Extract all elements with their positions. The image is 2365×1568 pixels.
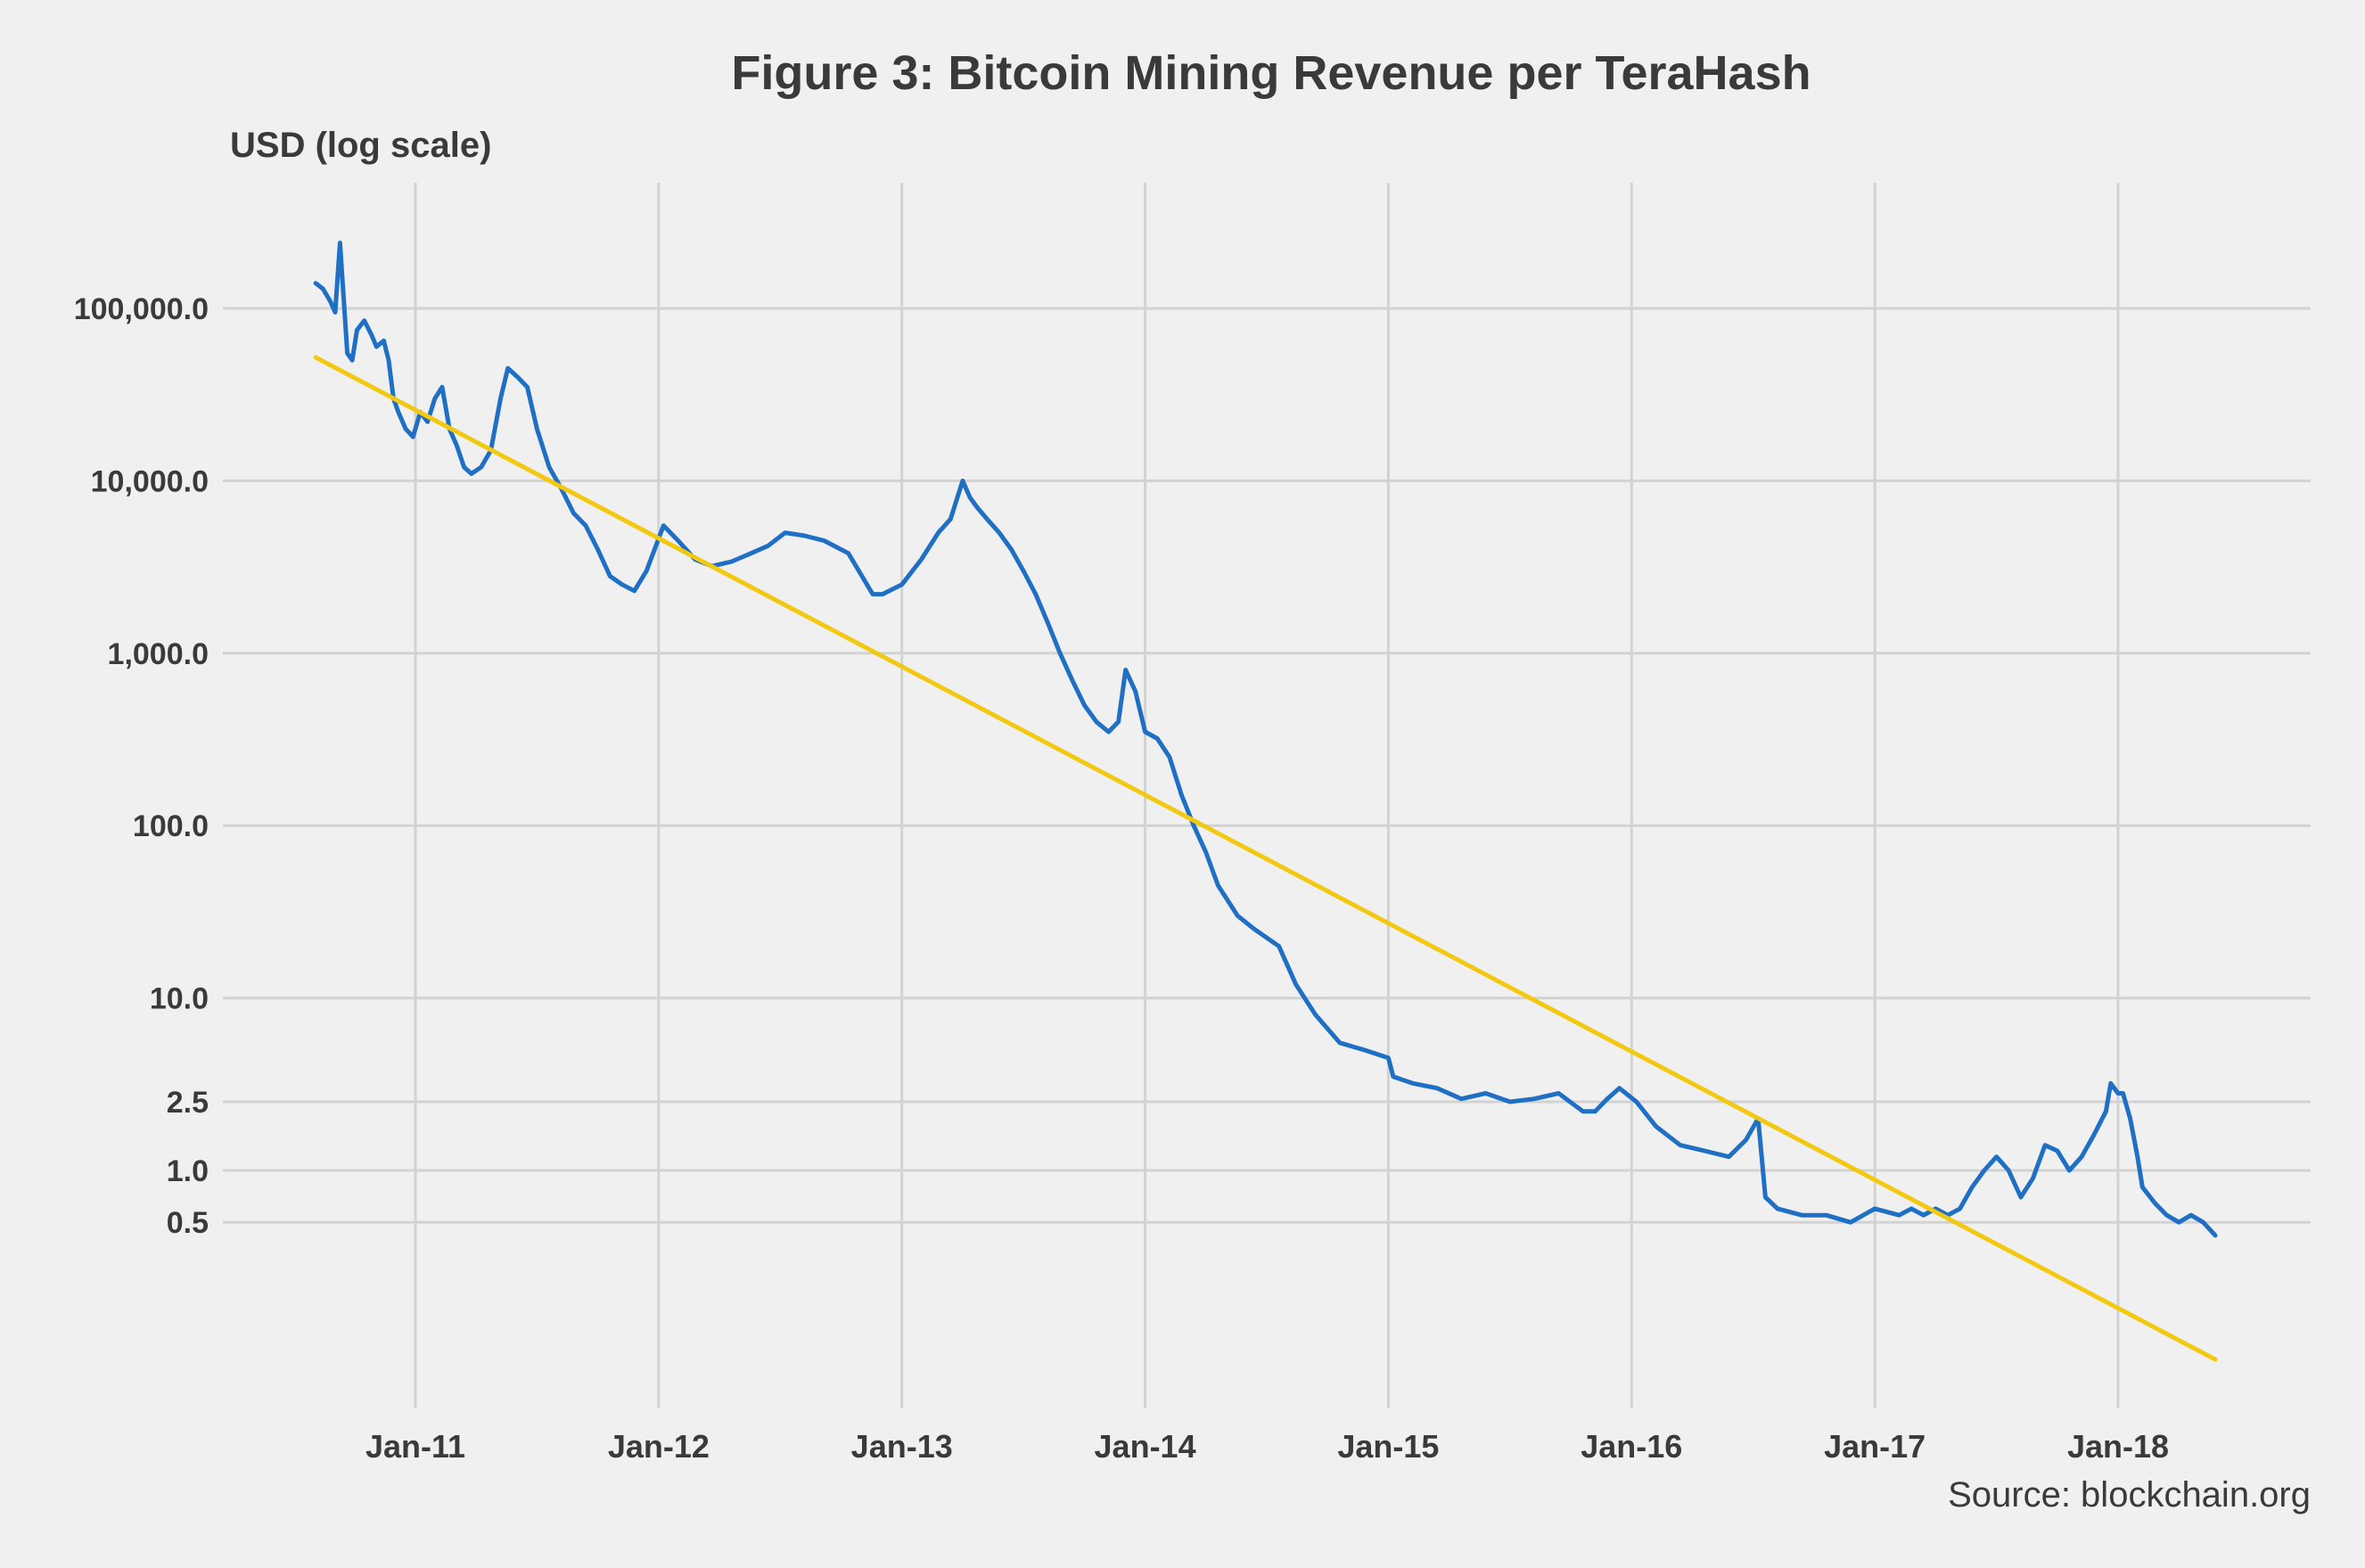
x-tick-label: Jan-18 xyxy=(2067,1428,2169,1465)
grid-lines xyxy=(223,183,2311,1408)
x-tick-label: Jan-14 xyxy=(1095,1428,1196,1465)
x-tick-label: Jan-12 xyxy=(608,1428,710,1465)
y-tick-label: 1.0 xyxy=(167,1154,209,1188)
x-tick-label: Jan-16 xyxy=(1581,1428,1682,1465)
y-tick-label: 10.0 xyxy=(150,982,209,1016)
source-note: Source: blockchain.org xyxy=(1948,1475,2311,1515)
x-axis-ticks: Jan-11 Jan-12 Jan-13 Jan-14 Jan-15 Jan-16 Jan-… xyxy=(365,1428,2169,1465)
y-axis-ticks: 100,000.0 10,000.0 1,000.0 100.0 10.0 2.5 1.0 0… xyxy=(74,292,209,1240)
trend-line xyxy=(313,355,2218,1362)
y-tick-label: 1,000.0 xyxy=(108,637,209,671)
y-axis-label: USD (log scale) xyxy=(230,126,491,165)
series-lines xyxy=(313,241,2218,1362)
chart-title: Figure 3: Bitcoin Mining Revenue per Ter… xyxy=(731,46,1811,100)
y-tick-label: 10,000.0 xyxy=(91,464,209,498)
y-tick-label: 100.0 xyxy=(133,809,209,843)
x-tick-label: Jan-15 xyxy=(1337,1428,1439,1465)
x-tick-label: Jan-11 xyxy=(365,1428,465,1465)
y-tick-label: 0.5 xyxy=(167,1206,209,1240)
x-tick-label: Jan-13 xyxy=(851,1428,953,1465)
y-tick-label: 2.5 xyxy=(167,1086,209,1120)
y-tick-label: 100,000.0 xyxy=(74,292,209,326)
revenue-series-line xyxy=(313,241,2218,1238)
x-tick-label: Jan-17 xyxy=(1824,1428,1926,1465)
